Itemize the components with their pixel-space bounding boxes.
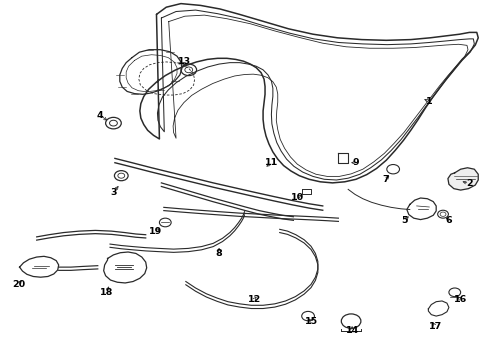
Text: 19: 19 [148,227,162,236]
Text: 7: 7 [381,175,388,184]
Text: 16: 16 [453,295,467,304]
Text: 3: 3 [110,188,117,197]
Text: 9: 9 [352,158,359,167]
Text: 10: 10 [290,193,303,202]
Text: 8: 8 [215,249,222,258]
Text: 12: 12 [247,295,261,304]
Text: 11: 11 [264,158,278,167]
Text: 5: 5 [401,216,407,225]
Text: 20: 20 [12,280,25,289]
Text: 6: 6 [445,216,451,225]
Polygon shape [447,168,477,190]
Text: 14: 14 [345,326,358,335]
Text: 18: 18 [100,288,113,297]
Text: 4: 4 [97,111,103,120]
Text: 2: 2 [465,179,472,188]
Text: 17: 17 [427,323,441,331]
Text: 15: 15 [304,317,317,325]
Text: 1: 1 [425,97,432,106]
Text: 13: 13 [178,57,191,66]
